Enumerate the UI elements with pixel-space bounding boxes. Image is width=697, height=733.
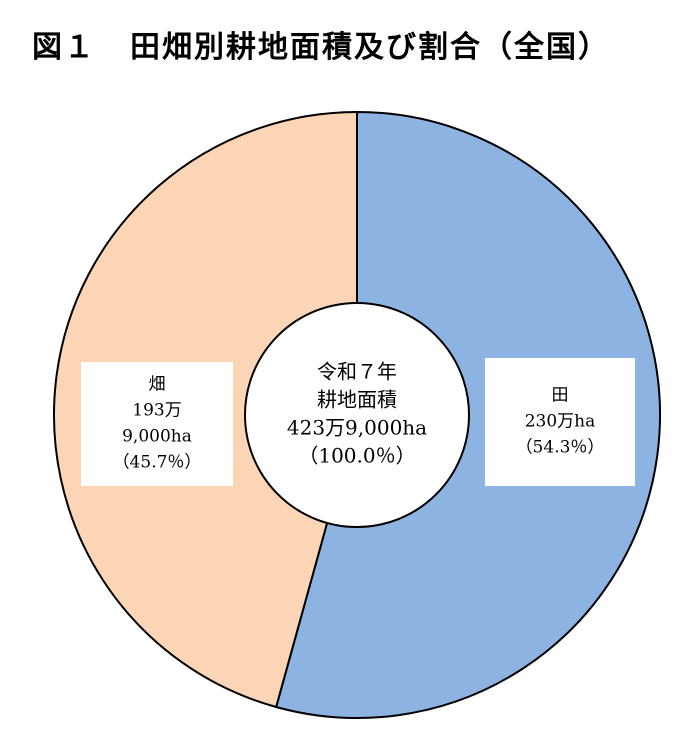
center-label-line: 令和７年 <box>317 360 397 384</box>
slice-label-line: 9,000ha <box>122 427 192 447</box>
donut-hole <box>244 302 470 528</box>
center-label-line: （100.0％） <box>298 444 415 468</box>
slice-label-line: 193万 <box>132 401 181 421</box>
chart-title: 図１ 田畑別耕地面積及び割合（全国） <box>32 22 610 66</box>
slice-label-line: 230万ha <box>525 412 596 432</box>
slice-label-line: （54.3％） <box>516 438 605 458</box>
title-text: 田畑別耕地面積及び割合（全国） <box>130 30 610 65</box>
center-label-line: 耕地面積 <box>317 388 397 412</box>
slice-label-box-1 <box>81 362 233 486</box>
slice-label-line: 田 <box>552 386 569 406</box>
slice-label-box-0 <box>485 358 635 486</box>
slice-label-line: 畑 <box>149 375 166 395</box>
slice-label-line: （45.7％） <box>113 453 202 473</box>
center-label-line: 423万9,000ha <box>287 416 427 440</box>
figure-number: 図１ <box>32 30 96 65</box>
